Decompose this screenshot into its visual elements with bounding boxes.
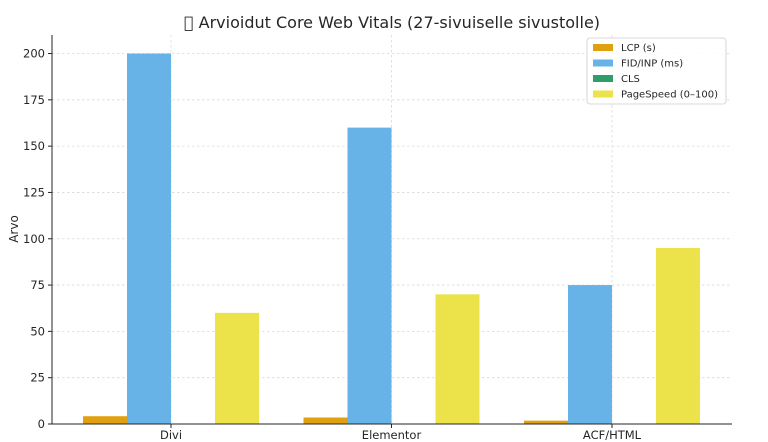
y-ticks: 0 25 50 75 100 125 150 175 200 bbox=[23, 47, 52, 431]
bar-pagespeed-0-100--divi bbox=[215, 312, 259, 424]
legend-label: CLS bbox=[621, 74, 640, 85]
chart-title: 󰔬 Arvioidut Core Web Vitals (27-sivuisel… bbox=[184, 13, 600, 32]
legend-label: LCP (s) bbox=[621, 43, 656, 54]
legend-label: PageSpeed (0–100) bbox=[621, 90, 718, 101]
x-tick-label: Divi bbox=[160, 428, 182, 442]
y-tick-label: 25 bbox=[30, 371, 45, 385]
y-tick-label: 75 bbox=[30, 278, 45, 292]
bar-fid-inp-ms--divi bbox=[127, 53, 171, 425]
bars bbox=[83, 53, 700, 425]
x-tick-label: ACF/HTML bbox=[583, 428, 642, 442]
bar-lcp-s--elementor bbox=[303, 417, 348, 424]
bar-fid-inp-ms--acf-html bbox=[568, 285, 612, 424]
bar-lcp-s--acf-html bbox=[524, 420, 568, 424]
legend-swatch bbox=[593, 59, 613, 67]
y-tick-label: 50 bbox=[30, 324, 45, 338]
legend-label: FID/INP (ms) bbox=[621, 59, 683, 70]
bar-pagespeed-0-100--elementor bbox=[435, 294, 480, 424]
x-ticks: Divi Elementor ACF/HTML bbox=[160, 424, 642, 442]
bar-fid-inp-ms--elementor bbox=[347, 127, 392, 424]
legend: LCP (s) FID/INP (ms) CLS PageSpeed (0–100) bbox=[586, 37, 727, 105]
y-tick-label: 100 bbox=[23, 232, 45, 246]
legend-swatch bbox=[593, 90, 613, 98]
bar-pagespeed-0-100--acf-html bbox=[656, 248, 700, 424]
y-axis-label: Arvo bbox=[7, 215, 21, 243]
x-tick-label: Elementor bbox=[362, 428, 422, 442]
legend-frame bbox=[586, 37, 727, 105]
y-tick-label: 125 bbox=[23, 185, 45, 199]
y-tick-label: 200 bbox=[23, 47, 45, 61]
y-tick-label: 0 bbox=[38, 417, 45, 431]
y-tick-label: 150 bbox=[23, 139, 45, 153]
bar-lcp-s--divi bbox=[83, 416, 127, 424]
legend-swatch bbox=[593, 75, 613, 82]
legend-swatch bbox=[593, 44, 613, 51]
y-tick-label: 175 bbox=[23, 93, 45, 107]
